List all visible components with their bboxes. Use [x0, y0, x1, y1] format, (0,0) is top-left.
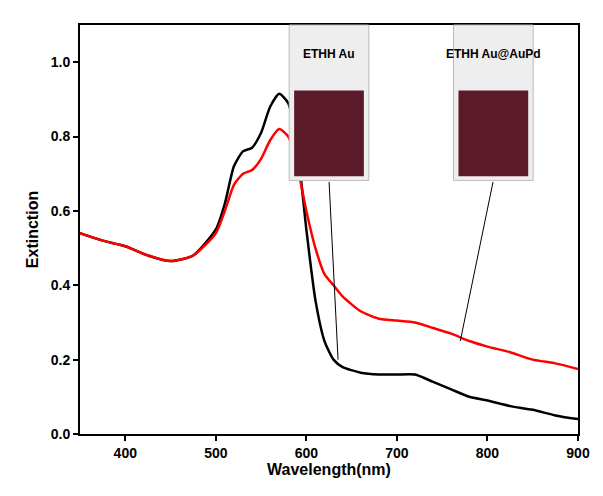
svg-text:400: 400	[114, 445, 138, 461]
svg-text:800: 800	[476, 445, 500, 461]
svg-text:Extinction: Extinction	[24, 191, 41, 268]
svg-text:900: 900	[566, 445, 590, 461]
svg-text:ETHH Au@AuPd: ETHH Au@AuPd	[446, 47, 541, 61]
svg-text:0.4: 0.4	[51, 277, 71, 293]
svg-text:0.8: 0.8	[51, 128, 71, 144]
svg-text:700: 700	[385, 445, 409, 461]
svg-text:0.0: 0.0	[51, 426, 71, 442]
svg-text:600: 600	[295, 445, 319, 461]
svg-text:ETHH Au: ETHH Au	[303, 47, 355, 61]
svg-text:500: 500	[204, 445, 228, 461]
svg-text:1.0: 1.0	[51, 54, 71, 70]
svg-text:Wavelength(nm): Wavelength(nm)	[267, 461, 391, 478]
svg-text:0.6: 0.6	[51, 203, 71, 219]
svg-text:0.2: 0.2	[51, 352, 71, 368]
